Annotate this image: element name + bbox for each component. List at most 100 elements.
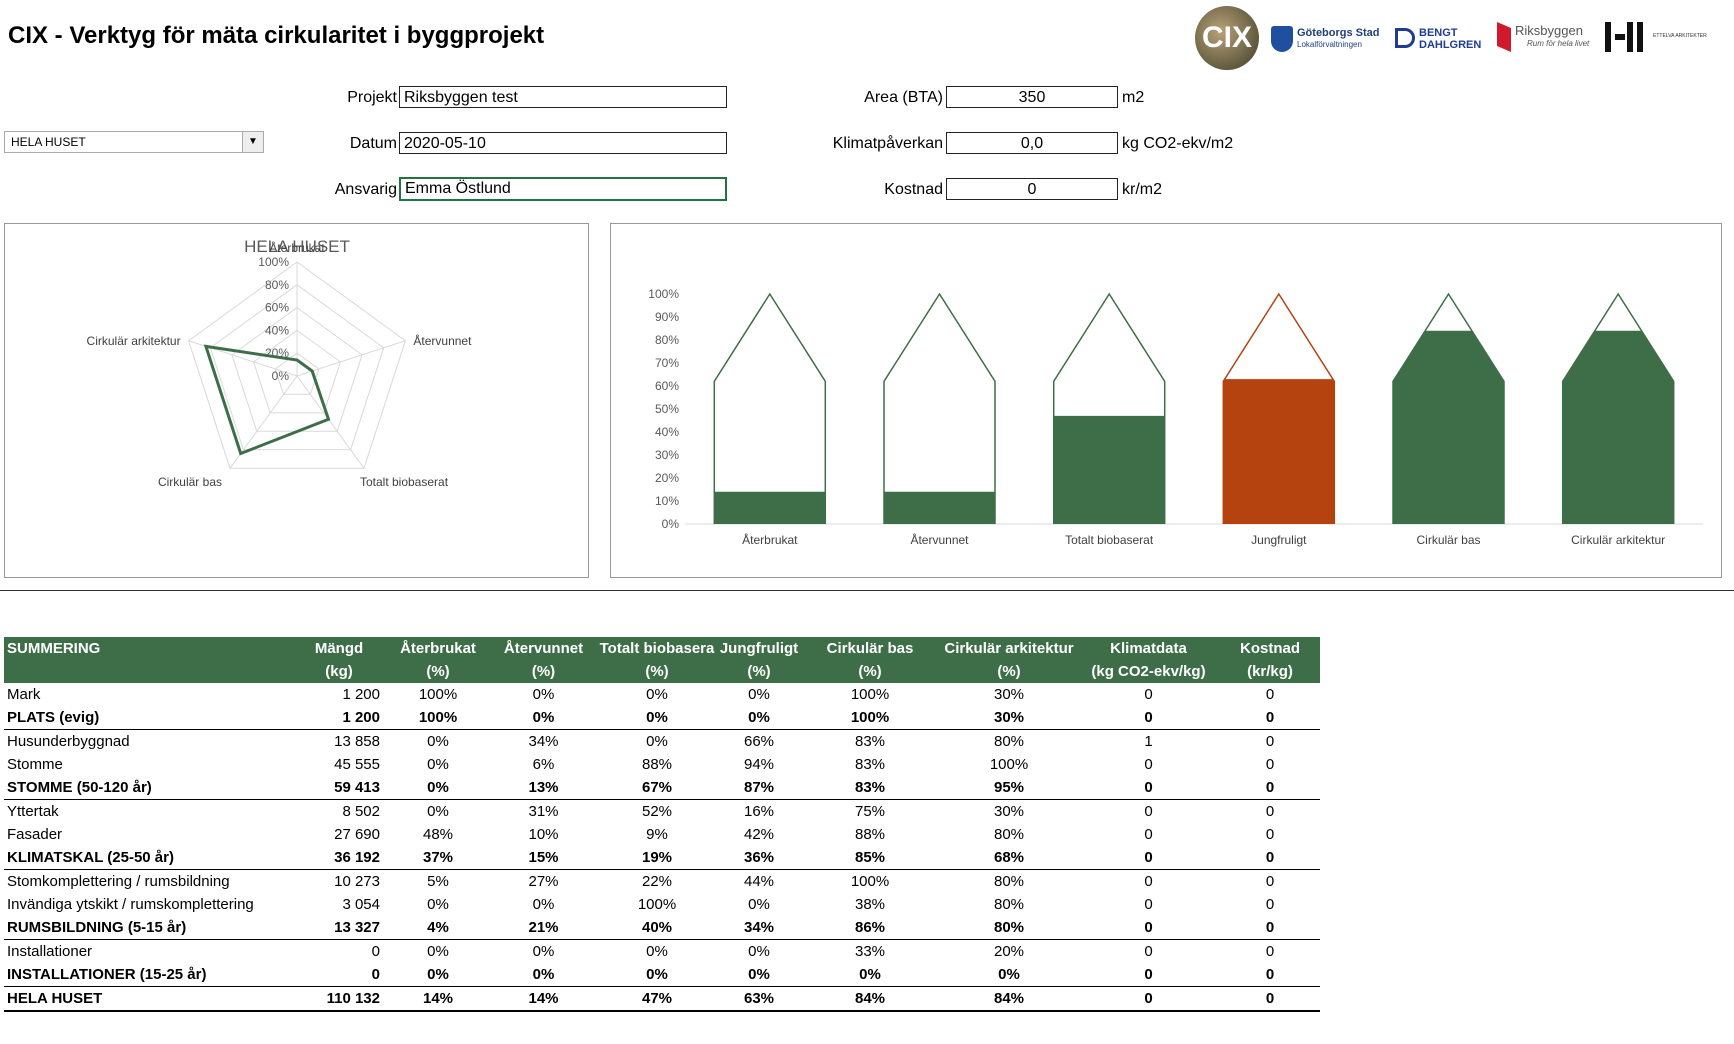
table-cell[interactable]: 80% bbox=[993, 826, 1025, 843]
table-cell[interactable]: 1 200 bbox=[342, 709, 380, 726]
building-part-select[interactable]: HELA HUSET ▼ bbox=[4, 131, 264, 153]
table-cell[interactable]: 0 bbox=[1144, 966, 1153, 983]
table-cell[interactable]: 0 bbox=[1144, 709, 1153, 726]
table-cell[interactable]: 100% bbox=[418, 709, 458, 726]
table-cell[interactable]: 0% bbox=[859, 966, 881, 983]
table-cell[interactable]: 0 bbox=[1144, 826, 1153, 843]
table-cell[interactable]: 0% bbox=[384, 799, 492, 823]
table-cell[interactable]: 31% bbox=[492, 799, 595, 823]
table-cell[interactable]: 34% bbox=[492, 729, 595, 753]
table-cell[interactable]: 83% bbox=[854, 779, 886, 796]
table-cell[interactable]: 80% bbox=[941, 729, 1077, 753]
table-cell[interactable]: 34% bbox=[743, 919, 775, 936]
table-cell[interactable]: 15% bbox=[528, 849, 559, 866]
table-cell[interactable]: 100% bbox=[418, 686, 458, 703]
projekt-field[interactable]: Riksbyggen test bbox=[399, 86, 727, 108]
table-cell[interactable]: 0 bbox=[1265, 709, 1275, 726]
table-cell[interactable]: 66% bbox=[719, 729, 799, 753]
kostnad-field[interactable]: 0 bbox=[946, 178, 1118, 200]
table-cell[interactable]: 68% bbox=[993, 849, 1025, 866]
table-cell[interactable]: 85% bbox=[854, 849, 886, 866]
table-cell[interactable]: 36 192 bbox=[334, 849, 380, 866]
row-label[interactable]: RUMSBILDNING (5-15 år) bbox=[7, 919, 187, 936]
row-label[interactable]: INSTALLATIONER (15-25 år) bbox=[7, 966, 207, 983]
row-label[interactable]: Husunderbyggnad bbox=[4, 729, 294, 753]
table-cell[interactable]: 9% bbox=[646, 826, 668, 843]
table-cell[interactable]: 0% bbox=[748, 709, 770, 726]
datum-field[interactable]: 2020-05-10 bbox=[399, 132, 727, 154]
table-cell[interactable]: 0% bbox=[748, 896, 770, 913]
area-field[interactable]: 350 bbox=[946, 86, 1118, 108]
table-cell[interactable]: 0% bbox=[427, 779, 449, 796]
table-cell[interactable]: 21% bbox=[528, 919, 559, 936]
table-cell[interactable]: 42% bbox=[743, 826, 775, 843]
row-label[interactable]: STOMME (50-120 år) bbox=[7, 779, 152, 796]
row-label[interactable]: Invändiga ytskikt / rumskomplettering bbox=[7, 896, 254, 913]
table-cell[interactable]: 88% bbox=[854, 826, 886, 843]
table-cell[interactable]: 59 413 bbox=[334, 779, 380, 796]
table-cell[interactable]: 0% bbox=[595, 939, 719, 963]
table-cell[interactable]: 80% bbox=[993, 919, 1025, 936]
table-cell[interactable]: 0 bbox=[1077, 799, 1220, 823]
table-cell[interactable]: 87% bbox=[743, 779, 775, 796]
table-cell[interactable]: 0% bbox=[646, 686, 668, 703]
table-cell[interactable]: 0 bbox=[1077, 869, 1220, 893]
ansvarig-field[interactable]: Emma Östlund bbox=[399, 177, 727, 201]
table-cell[interactable]: 67% bbox=[641, 779, 673, 796]
table-cell[interactable]: 30% bbox=[993, 686, 1025, 703]
table-cell[interactable]: 0% bbox=[646, 966, 668, 983]
table-cell[interactable]: 38% bbox=[854, 896, 886, 913]
table-cell[interactable]: 45 555 bbox=[334, 756, 380, 773]
table-cell[interactable]: 0 bbox=[1220, 869, 1320, 893]
table-cell[interactable]: 0 bbox=[1144, 849, 1153, 866]
table-cell[interactable]: 0 bbox=[1265, 826, 1275, 843]
table-cell[interactable]: 27% bbox=[492, 869, 595, 893]
table-cell[interactable]: 100% bbox=[799, 869, 941, 893]
table-cell[interactable]: 3 054 bbox=[342, 896, 380, 913]
table-cell[interactable]: 5% bbox=[384, 869, 492, 893]
table-cell[interactable]: 13% bbox=[528, 779, 559, 796]
table-cell[interactable]: 0 bbox=[1144, 779, 1153, 796]
table-cell[interactable]: 95% bbox=[993, 779, 1025, 796]
table-cell[interactable]: 0 bbox=[1077, 986, 1220, 1012]
table-cell[interactable]: 0% bbox=[532, 966, 555, 983]
table-cell[interactable]: 10% bbox=[528, 826, 559, 843]
table-cell[interactable]: 100% bbox=[989, 756, 1029, 773]
table-cell[interactable]: 4% bbox=[427, 919, 449, 936]
table-cell[interactable]: 0 bbox=[1220, 729, 1320, 753]
table-cell[interactable]: 80% bbox=[941, 869, 1077, 893]
row-label[interactable]: KLIMATSKAL (25-50 år) bbox=[7, 849, 174, 866]
table-cell[interactable]: 84% bbox=[799, 986, 941, 1012]
table-cell[interactable]: 0 bbox=[1265, 966, 1275, 983]
table-cell[interactable]: 0% bbox=[427, 966, 449, 983]
table-cell[interactable]: 100% bbox=[637, 896, 677, 913]
table-cell[interactable]: 30% bbox=[993, 709, 1025, 726]
table-cell[interactable]: 0% bbox=[427, 756, 449, 773]
table-cell[interactable]: 0% bbox=[384, 729, 492, 753]
table-cell[interactable]: 94% bbox=[743, 756, 775, 773]
table-cell[interactable]: 6% bbox=[532, 756, 555, 773]
table-cell[interactable]: 0% bbox=[748, 966, 770, 983]
table-cell[interactable]: 0% bbox=[595, 729, 719, 753]
klimat-field[interactable]: 0,0 bbox=[946, 132, 1118, 154]
table-cell[interactable]: 83% bbox=[854, 756, 886, 773]
table-cell[interactable]: 0 bbox=[371, 966, 380, 983]
table-cell[interactable]: 63% bbox=[719, 986, 799, 1012]
table-cell[interactable]: 0% bbox=[492, 939, 595, 963]
table-cell[interactable]: 27 690 bbox=[334, 826, 380, 843]
table-cell[interactable]: 30% bbox=[941, 799, 1077, 823]
table-cell[interactable]: 40% bbox=[641, 919, 673, 936]
table-cell[interactable]: 0 bbox=[1265, 756, 1275, 773]
table-cell[interactable]: 0 bbox=[1077, 939, 1220, 963]
table-cell[interactable]: 52% bbox=[595, 799, 719, 823]
table-cell[interactable]: 0 bbox=[1144, 756, 1153, 773]
table-cell[interactable]: 110 132 bbox=[294, 986, 384, 1012]
table-cell[interactable]: 10 273 bbox=[294, 869, 384, 893]
table-cell[interactable]: 0% bbox=[748, 686, 770, 703]
table-cell[interactable]: 0 bbox=[1220, 939, 1320, 963]
table-cell[interactable]: 1 bbox=[1077, 729, 1220, 753]
table-cell[interactable]: 0% bbox=[998, 966, 1020, 983]
row-label[interactable]: PLATS (evig) bbox=[7, 709, 100, 726]
table-cell[interactable]: 0 bbox=[1265, 779, 1275, 796]
table-cell[interactable]: 14% bbox=[492, 986, 595, 1012]
